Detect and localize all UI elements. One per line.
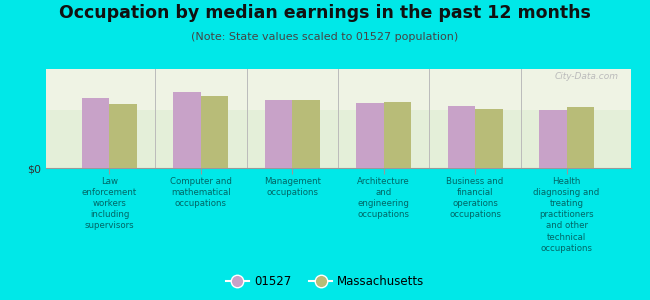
Legend: 01527, Massachusetts: 01527, Massachusetts (221, 270, 429, 292)
Bar (265, 100, 292, 168)
Bar (539, 110, 567, 168)
Bar (567, 107, 594, 168)
Bar (475, 109, 502, 168)
Text: Architecture
and
engineering
occupations: Architecture and engineering occupations (358, 177, 410, 219)
Text: (Note: State values scaled to 01527 population): (Note: State values scaled to 01527 popu… (191, 32, 459, 41)
Bar (82, 98, 109, 168)
Text: Management
occupations: Management occupations (264, 177, 321, 197)
Text: City-Data.com: City-Data.com (555, 72, 619, 81)
Bar (448, 106, 475, 168)
Bar (292, 100, 320, 168)
Text: Health
diagnosing and
treating
practitioners
and other
technical
occupations: Health diagnosing and treating practitio… (534, 177, 600, 253)
Text: Computer and
mathematical
occupations: Computer and mathematical occupations (170, 177, 232, 208)
Bar (356, 103, 384, 168)
Bar (109, 104, 137, 168)
Text: Occupation by median earnings in the past 12 months: Occupation by median earnings in the pas… (59, 4, 591, 22)
Bar (174, 92, 201, 168)
Bar (384, 102, 411, 168)
Text: Business and
financial
operations
occupations: Business and financial operations occupa… (447, 177, 504, 219)
Text: Law
enforcement
workers
including
supervisors: Law enforcement workers including superv… (82, 177, 137, 230)
Bar (201, 96, 228, 168)
